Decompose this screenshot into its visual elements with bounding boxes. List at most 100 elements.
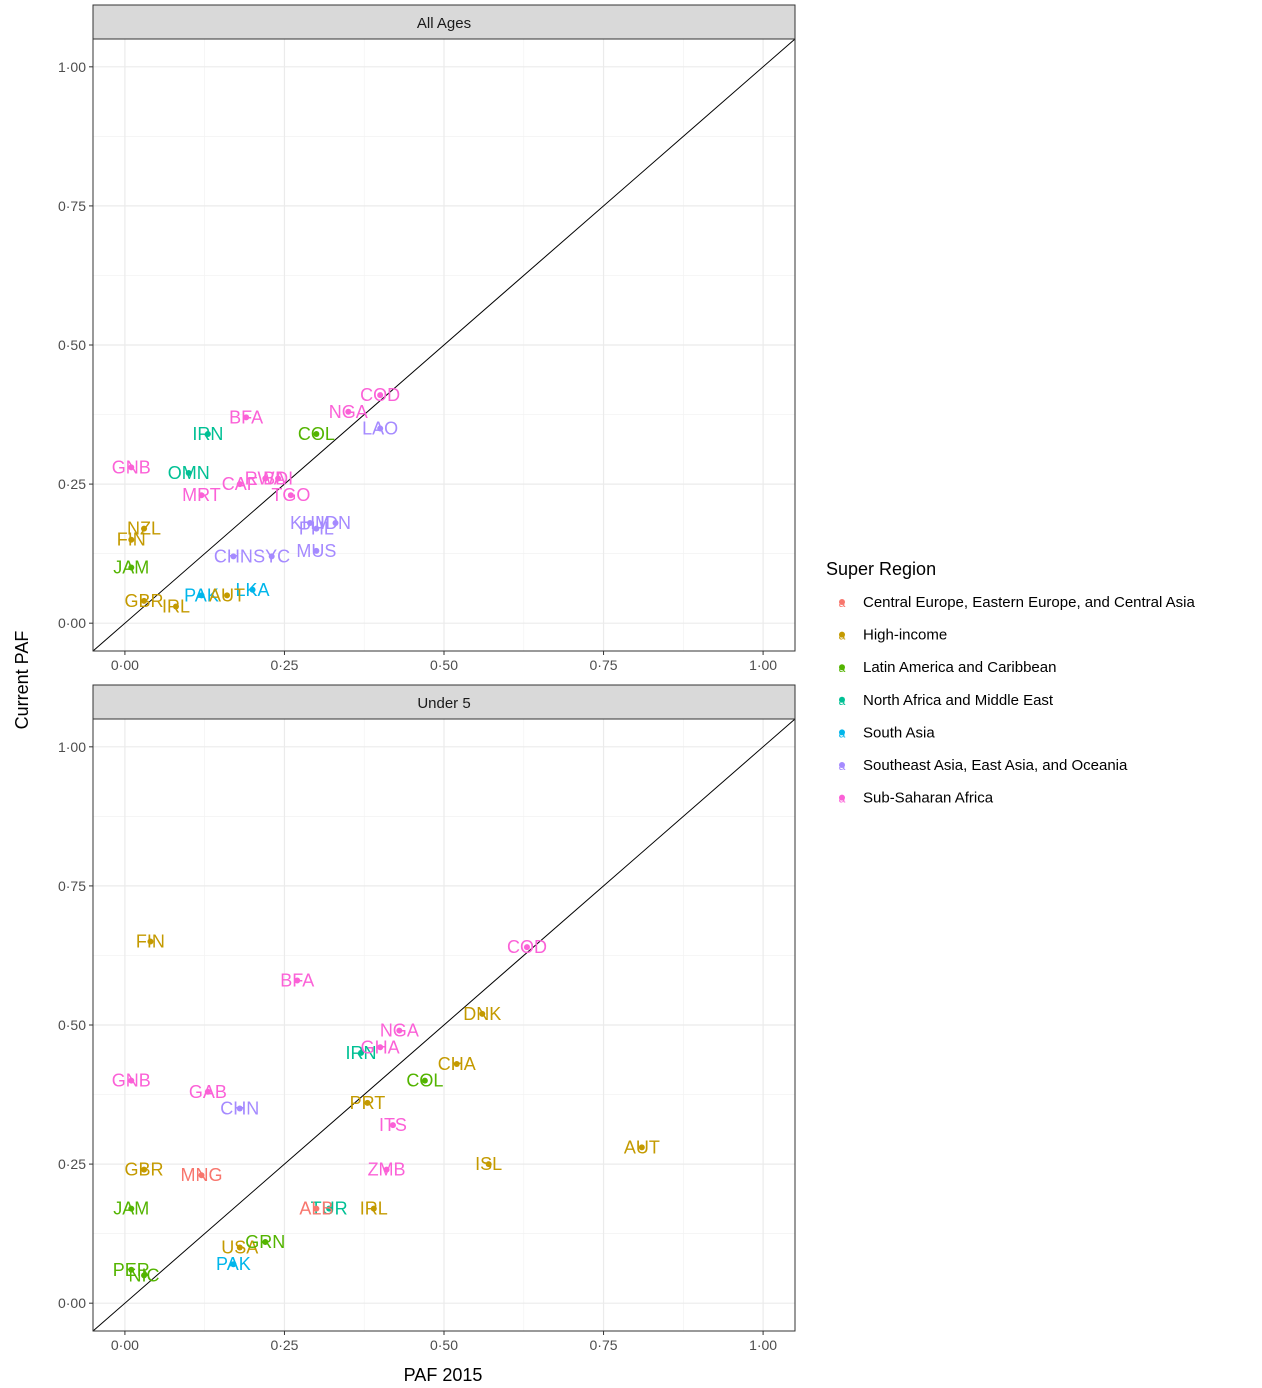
data-point	[224, 592, 231, 599]
x-tick-label: 0·50	[430, 657, 458, 673]
identity-line	[92, 718, 796, 1332]
data-point	[236, 1105, 243, 1112]
data-point	[358, 1049, 365, 1056]
legend-key-point	[839, 664, 845, 671]
data-point	[141, 1166, 148, 1173]
x-tick-label: 0·00	[111, 657, 139, 673]
data-point	[364, 1099, 371, 1106]
data-point	[204, 431, 211, 438]
data-point	[313, 525, 320, 532]
data-point	[141, 597, 148, 604]
data-point	[128, 564, 135, 571]
legend-key-letter: a	[839, 596, 846, 610]
data-label: GRN	[245, 1232, 285, 1252]
data-point	[370, 1205, 377, 1212]
data-label: IRL	[360, 1199, 388, 1219]
data-label: COL	[406, 1071, 443, 1091]
data-label: GAB	[189, 1082, 227, 1102]
data-point	[185, 469, 192, 476]
legend-item: a High-income	[839, 627, 948, 644]
y-tick-label: 0·75	[58, 878, 86, 894]
y-axis-ticks: 0·00 0·25 0·50 0·75 1·00	[58, 59, 93, 631]
x-tick-label: 0·25	[270, 657, 298, 673]
data-label: CHN	[220, 1098, 259, 1118]
data-point	[383, 1166, 390, 1173]
data-point	[326, 1205, 333, 1212]
data-label: PAK	[184, 585, 219, 605]
data-label: SYC	[253, 546, 290, 566]
data-point	[262, 1238, 269, 1245]
legend-key-point	[839, 729, 845, 736]
x-axis-ticks: 0·00 0·25 0·50 0·75 1·00	[111, 1331, 777, 1353]
panel-title: Under 5	[417, 695, 470, 712]
data-label: AUT	[624, 1137, 660, 1157]
data-point	[313, 1205, 320, 1212]
panel-strip	[92, 684, 796, 720]
data-point	[377, 392, 384, 399]
data-label: CAF	[222, 474, 258, 494]
y-axis-title: Current PAF	[12, 631, 32, 730]
data-point	[249, 586, 256, 593]
data-point	[236, 481, 243, 488]
data-label: COD	[360, 385, 400, 405]
data-label: GBR	[125, 591, 164, 611]
x-axis-title: PAF 2015	[404, 1365, 483, 1385]
data-label: IRN	[346, 1043, 377, 1063]
legend-label: Latin America and Caribbean	[863, 659, 1056, 676]
x-tick-label: 0·25	[270, 1337, 298, 1353]
y-tick-label: 0·75	[58, 198, 86, 214]
gridlines	[93, 39, 795, 651]
data-label: GNB	[112, 1071, 151, 1091]
data-label: MNG	[180, 1165, 222, 1185]
data-point	[128, 536, 135, 543]
legend-label: Sub-Saharan Africa	[863, 790, 994, 807]
legend-item: a Central Europe, Eastern Europe, and Cen…	[839, 594, 1196, 611]
data-point	[396, 1027, 403, 1034]
legend-key-point	[839, 762, 845, 768]
data-label: IDN	[320, 513, 351, 533]
legend-key-point	[839, 696, 845, 703]
data-point	[128, 1077, 135, 1084]
data-label: ALB	[299, 1199, 333, 1219]
legend-item: a Sub-Saharan Africa	[839, 790, 994, 807]
data-label: BDI	[263, 469, 293, 489]
data-point	[198, 1172, 205, 1179]
data-point	[275, 475, 282, 482]
panel-strip	[92, 4, 796, 40]
data-label: OMN	[168, 463, 210, 483]
data-point	[236, 1244, 243, 1251]
data-label: IRN	[192, 424, 223, 444]
data-point	[287, 492, 294, 499]
data-label: KHM	[290, 513, 330, 533]
data-point	[141, 1272, 148, 1279]
legend-key-letter: a	[839, 629, 846, 643]
data-point	[198, 592, 205, 599]
legend-item: a North Africa and Middle East	[839, 692, 1054, 709]
data-label: PAK	[216, 1254, 251, 1274]
data-label: COD	[507, 937, 547, 957]
data-point	[638, 1144, 645, 1151]
legend-label: South Asia	[863, 724, 935, 741]
data-label: COL	[298, 424, 335, 444]
y-tick-label: 0·00	[58, 615, 86, 631]
data-label: DNK	[463, 1004, 501, 1024]
x-tick-label: 0·75	[590, 657, 618, 673]
legend-label: Southeast Asia, East Asia, and Oceania	[863, 757, 1128, 774]
legend-label: North Africa and Middle East	[863, 692, 1054, 709]
x-tick-label: 0·00	[111, 1337, 139, 1353]
legend-key-letter: a	[839, 661, 846, 675]
data-point	[479, 1010, 486, 1017]
data-point	[332, 520, 339, 527]
data-point	[313, 431, 320, 438]
data-label: IRL	[162, 596, 190, 616]
data-label: GNB	[112, 457, 151, 477]
data-point	[453, 1060, 460, 1067]
legend-item: a Latin America and Caribbean	[839, 659, 1057, 676]
data-point	[198, 492, 205, 499]
legend-key-letter: a	[839, 726, 846, 740]
data-point	[345, 408, 352, 415]
legend-key-point	[839, 599, 845, 605]
legend-key-letter: a	[839, 792, 846, 806]
